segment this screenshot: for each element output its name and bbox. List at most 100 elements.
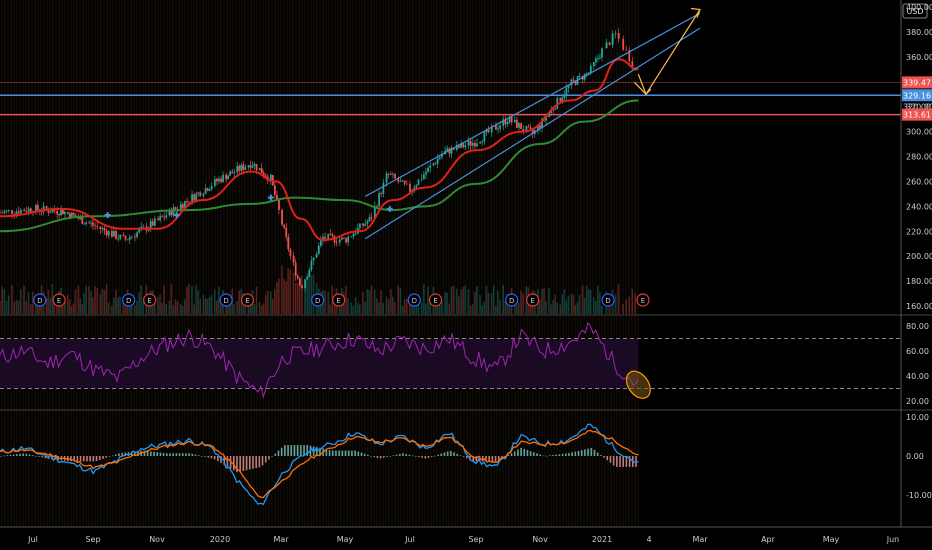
right-price-axis[interactable]: USD 160.00 180.00 200.00 220.00 240.00 260.00… (900, 0, 932, 527)
macd-histogram-bar (290, 445, 293, 456)
dividend-badge[interactable] (33, 293, 47, 307)
macd-histogram-bar (600, 455, 602, 456)
volume-bar (49, 298, 52, 314)
candle-body (385, 173, 388, 183)
sma-long-line[interactable] (0, 99, 639, 233)
volume-bar (595, 300, 597, 314)
macd-signal-line[interactable] (0, 429, 639, 499)
candle-body (128, 237, 131, 240)
rsi-panel[interactable] (0, 321, 901, 403)
volume-bar (587, 288, 590, 314)
candle-body (403, 180, 406, 184)
horizontal-levels[interactable] (0, 82, 901, 116)
dividend-badge[interactable] (601, 293, 615, 307)
currency-badge[interactable] (902, 3, 928, 19)
projection-dip-arrow (633, 81, 652, 96)
macd-histogram-bar (564, 453, 567, 456)
macd-histogram-bar (217, 456, 219, 462)
macd-histogram-bar (462, 456, 465, 457)
candle-body (296, 275, 299, 279)
volume-bar (25, 300, 28, 314)
volume-bar (294, 283, 297, 314)
time-axis-label: May (337, 535, 354, 544)
vertical-gridlines (1, 0, 639, 527)
candle-body (545, 116, 547, 121)
earnings-badge[interactable] (332, 293, 346, 307)
volume-bar (485, 286, 488, 314)
macd-histogram-bar (92, 456, 95, 462)
earnings-badge[interactable] (636, 293, 650, 307)
candle-body (70, 212, 73, 219)
time-axis[interactable]: Jul Sep Nov 2020 Mar May Jul Sep Nov 2021 4 Mar Apr M… (27, 535, 899, 544)
macd-histogram-bar (35, 455, 37, 457)
candle-body (476, 143, 478, 147)
macd-histogram-bar (9, 454, 12, 456)
dividend-badge[interactable] (407, 293, 421, 307)
candle-body (260, 168, 263, 174)
candle-body (181, 204, 184, 208)
channel-lower-line[interactable] (364, 27, 701, 240)
macd-panel[interactable] (0, 423, 639, 506)
candle-body (362, 223, 365, 226)
macd-histogram-bar (73, 456, 76, 462)
event-badge-label: E (530, 297, 534, 305)
dividend-badge[interactable] (122, 293, 136, 307)
earnings-badge[interactable] (52, 293, 66, 307)
candle-body (474, 142, 476, 147)
macd-histogram-bar (28, 454, 31, 456)
candle-body (269, 175, 272, 181)
volume-bar (559, 304, 562, 314)
macd-histogram-bar (98, 456, 101, 460)
volume-bar (92, 296, 94, 314)
sma-short-line[interactable] (0, 58, 639, 241)
candle-body (119, 235, 122, 239)
rsi-tick-label: 80.00 (906, 322, 929, 331)
dividend-badge[interactable] (219, 293, 233, 307)
volume-bar (56, 300, 58, 314)
volume-bar (77, 285, 80, 314)
macd-histogram-bar (593, 449, 596, 456)
rsi-highlight-ellipse[interactable] (622, 367, 656, 403)
volume-bar (218, 286, 220, 314)
crossover-marker (386, 205, 393, 212)
dividend-badge[interactable] (505, 293, 519, 307)
earnings-badge[interactable] (240, 293, 255, 307)
candle-body (516, 119, 518, 128)
price-tick-label: 380.00 (906, 28, 932, 37)
volume-bar (601, 305, 603, 314)
candle-body (347, 236, 350, 243)
earnings-badge[interactable] (143, 293, 157, 307)
volume-bar (327, 291, 329, 314)
rsi-line[interactable] (0, 321, 639, 399)
volume-bar (208, 296, 211, 314)
price-tick-label: 220.00 (906, 227, 932, 236)
candle-body (471, 142, 474, 146)
macd-histogram-bar (153, 451, 155, 456)
volume-bar (499, 300, 501, 314)
macd-histogram-bar (450, 450, 452, 456)
event-badge-label: E (433, 297, 437, 305)
price-tick-label: 280.00 (906, 153, 932, 162)
candle-body (45, 205, 48, 210)
candle-body (359, 223, 361, 229)
candle-body (352, 233, 355, 237)
channel-upper-line[interactable] (364, 12, 701, 197)
earnings-badge[interactable] (526, 293, 540, 307)
projection-arrow[interactable] (633, 7, 701, 96)
volume-bar (392, 296, 394, 314)
earnings-badge[interactable] (428, 293, 443, 307)
macd-tick-label: 10.00 (906, 413, 929, 422)
candle-body (81, 217, 84, 224)
candle-body (458, 144, 460, 148)
volume-bar (298, 282, 301, 314)
macd-histogram-bar (507, 455, 510, 456)
trend-channel[interactable] (364, 12, 701, 240)
candle-body (258, 168, 261, 171)
dividend-badge[interactable] (311, 293, 325, 307)
macd-histogram-bar (446, 451, 449, 456)
crossover-markers (104, 194, 393, 219)
volume-bar (79, 298, 82, 314)
macd-histogram-bar (89, 456, 91, 462)
